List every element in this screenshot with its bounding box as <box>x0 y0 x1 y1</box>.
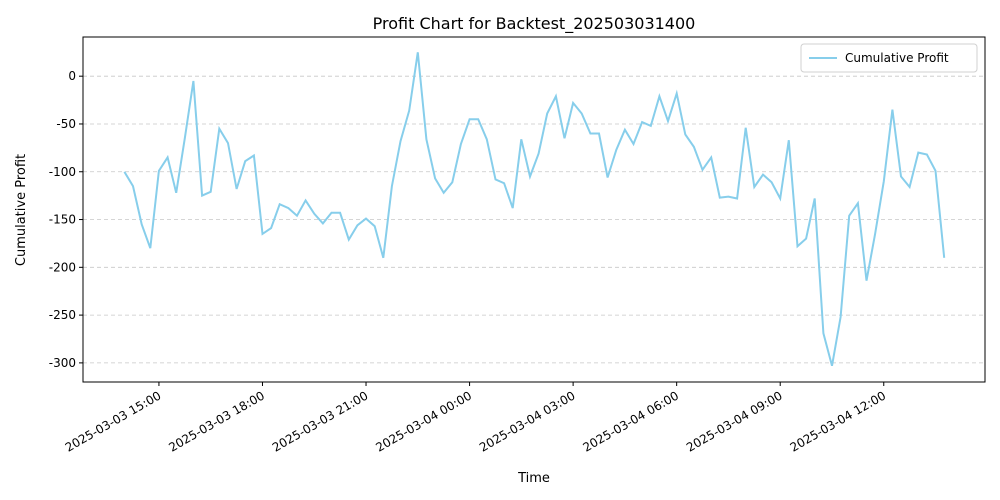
y-tick-label: -100 <box>49 165 76 179</box>
y-tick-label: -50 <box>56 117 76 131</box>
chart-title: Profit Chart for Backtest_202503031400 <box>373 14 696 34</box>
y-tick-label: -200 <box>49 260 76 274</box>
legend-label: Cumulative Profit <box>845 51 949 65</box>
y-tick-label: -250 <box>49 308 76 322</box>
plot-frame <box>82 36 986 383</box>
y-tick-label: -150 <box>49 213 76 227</box>
y-axis-label: Cumulative Profit <box>14 154 29 266</box>
x-axis-label: Time <box>517 471 550 486</box>
line <box>123 52 946 367</box>
legend-box <box>800 43 978 73</box>
y-tick-label: -300 <box>49 356 76 370</box>
y-tick-label: 0 <box>68 69 76 83</box>
